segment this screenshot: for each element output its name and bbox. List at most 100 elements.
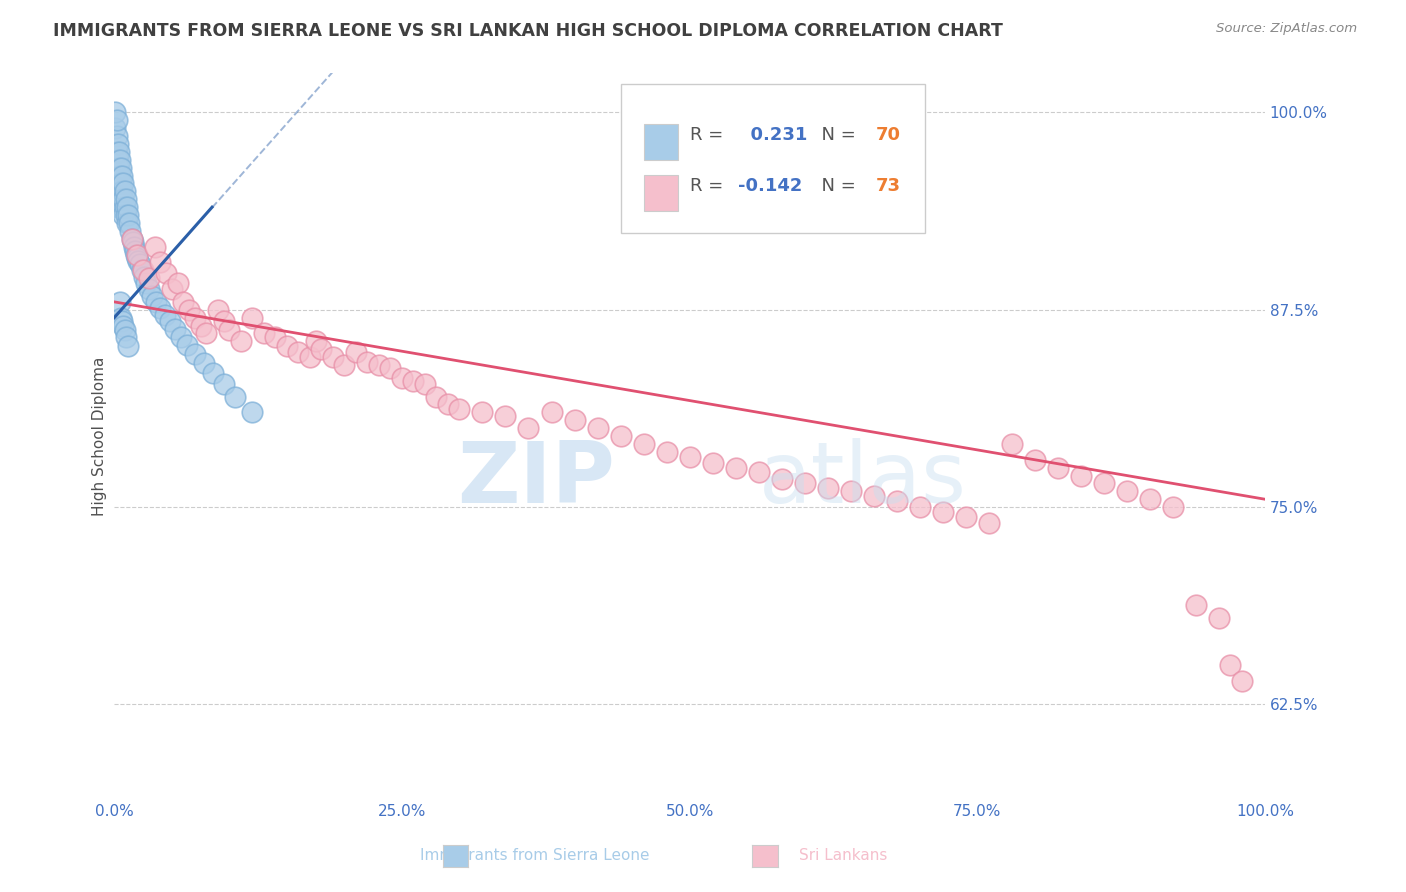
Point <box>107 200 129 214</box>
Point <box>110 310 132 325</box>
Point <box>391 370 413 384</box>
Point <box>122 239 145 253</box>
Point <box>253 326 276 341</box>
Text: N =: N = <box>810 177 862 194</box>
Text: -0.142: -0.142 <box>738 177 803 194</box>
Point <box>114 192 136 206</box>
Point <box>298 350 321 364</box>
Point <box>449 402 471 417</box>
Point <box>1115 484 1137 499</box>
Point <box>108 192 131 206</box>
Point <box>586 421 609 435</box>
Point <box>149 301 172 316</box>
Point <box>495 409 517 423</box>
Point <box>159 314 181 328</box>
Point <box>121 232 143 246</box>
Point <box>105 169 128 183</box>
Text: Source: ZipAtlas.com: Source: ZipAtlas.com <box>1216 22 1357 36</box>
Point <box>1139 492 1161 507</box>
Point <box>121 235 143 249</box>
Point <box>124 244 146 259</box>
Point <box>108 200 131 214</box>
Point <box>176 337 198 351</box>
Point <box>1024 452 1046 467</box>
Point <box>471 405 494 419</box>
Point <box>149 255 172 269</box>
Point <box>202 366 225 380</box>
Point <box>380 361 402 376</box>
Point <box>105 129 128 144</box>
Point <box>108 169 131 183</box>
Point <box>1046 460 1069 475</box>
Text: Sri Lankans: Sri Lankans <box>800 848 887 863</box>
Point <box>564 413 586 427</box>
Point <box>114 208 136 222</box>
Point <box>114 185 136 199</box>
Point <box>135 276 157 290</box>
Point <box>111 185 134 199</box>
Point <box>609 429 631 443</box>
Point <box>311 343 333 357</box>
Point <box>172 294 194 309</box>
Text: N =: N = <box>810 126 862 144</box>
Point <box>748 466 770 480</box>
Point <box>107 169 129 183</box>
Point <box>114 329 136 343</box>
Point <box>134 269 156 284</box>
Point <box>517 421 540 435</box>
Point <box>333 358 356 372</box>
Point <box>886 493 908 508</box>
Text: 70: 70 <box>876 126 901 144</box>
Point <box>143 239 166 253</box>
Point <box>138 271 160 285</box>
Point <box>107 153 129 167</box>
Point <box>184 310 207 325</box>
Point <box>356 355 378 369</box>
Point <box>110 177 132 191</box>
Point <box>111 200 134 214</box>
Point <box>112 192 135 206</box>
Point <box>1185 598 1208 612</box>
Point <box>193 356 215 370</box>
Point <box>655 445 678 459</box>
Text: Immigrants from Sierra Leone: Immigrants from Sierra Leone <box>419 848 650 863</box>
Point <box>304 334 326 349</box>
Point <box>108 145 131 159</box>
Point <box>195 326 218 341</box>
Point <box>138 282 160 296</box>
Point <box>1208 610 1230 624</box>
Point <box>702 456 724 470</box>
Point <box>240 405 263 419</box>
Point <box>108 153 131 167</box>
Point <box>166 276 188 290</box>
Text: ZIP: ZIP <box>457 438 614 521</box>
Point <box>145 294 167 309</box>
Point <box>212 376 235 391</box>
Text: R =: R = <box>689 126 728 144</box>
Point <box>839 484 862 499</box>
Point <box>108 294 131 309</box>
Text: 73: 73 <box>876 177 901 194</box>
Point <box>128 257 150 271</box>
Point <box>276 339 298 353</box>
Point <box>177 302 200 317</box>
Point <box>111 169 134 183</box>
Point <box>678 450 700 464</box>
Point <box>105 113 128 128</box>
Point <box>931 505 953 519</box>
Point <box>125 247 148 261</box>
Point <box>977 516 1000 530</box>
Text: R =: R = <box>689 177 728 194</box>
Point <box>165 322 187 336</box>
Point <box>770 472 793 486</box>
Point <box>120 224 142 238</box>
Point <box>425 390 447 404</box>
Point <box>118 216 141 230</box>
Point <box>114 323 136 337</box>
Point <box>322 350 344 364</box>
Point <box>112 177 135 191</box>
Point <box>104 121 127 136</box>
Point <box>402 374 425 388</box>
Point <box>153 308 176 322</box>
Point <box>724 460 747 475</box>
